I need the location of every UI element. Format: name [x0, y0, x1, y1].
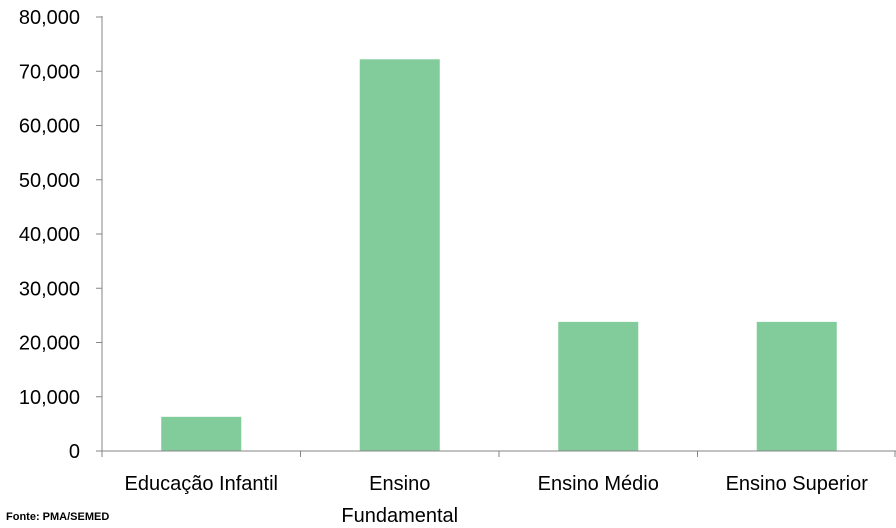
bar — [359, 59, 440, 451]
y-tick-label: 70,000 — [19, 61, 80, 83]
y-axis-ticks: 0 10,000 20,000 30,000 40,000 50,000 60,000 70,… — [19, 7, 102, 463]
bars — [161, 59, 837, 451]
bar — [161, 416, 242, 451]
bar — [756, 321, 837, 451]
y-tick-label: 40,000 — [19, 224, 80, 246]
x-tick-label: Fundamental — [341, 505, 458, 527]
y-tick-label: 0 — [69, 441, 80, 463]
y-tick-label: 80,000 — [19, 7, 80, 29]
x-tick-label: Ensino Superior — [726, 473, 869, 495]
x-tick-label: Educação Infantil — [125, 473, 278, 495]
x-tick-label: Ensino Médio — [538, 473, 659, 495]
y-tick-label: 50,000 — [19, 170, 80, 192]
x-axis-labels: Educação Infantil Ensino Fundamental Ensino… — [125, 473, 869, 527]
bar — [558, 321, 639, 451]
y-tick-label: 30,000 — [19, 278, 80, 300]
axes — [101, 16, 896, 457]
y-tick-label: 20,000 — [19, 333, 80, 355]
x-tick-label: Ensino — [369, 473, 430, 495]
y-tick-label: 10,000 — [19, 387, 80, 409]
source-note: Fonte: PMA/SEMED — [6, 511, 110, 523]
y-tick-label: 60,000 — [19, 116, 80, 138]
